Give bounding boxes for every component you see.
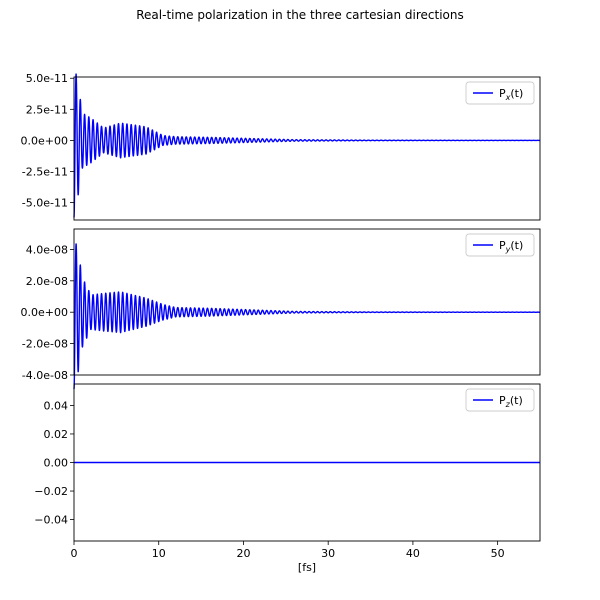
y-tick-label: -2.5e-11 xyxy=(22,166,68,179)
series-line-Px(t) xyxy=(73,73,541,218)
y-tick-label: 0.02 xyxy=(44,428,69,441)
legend-label: Py(t) xyxy=(499,239,523,254)
x-tick-label: 30 xyxy=(321,547,335,560)
y-tick-label: 2.5e-11 xyxy=(26,103,68,116)
legend-label: Px(t) xyxy=(499,87,523,102)
axes-frame xyxy=(73,76,541,221)
y-tick-label: −0.02 xyxy=(34,485,68,498)
y-tick-label: 4.0e-08 xyxy=(26,243,68,256)
y-tick-label: -4.0e-08 xyxy=(22,369,68,382)
y-tick-label: -5.0e-11 xyxy=(22,197,68,210)
x-tick-label: 10 xyxy=(152,547,166,560)
x-tick-label: 50 xyxy=(491,547,505,560)
chart-title: Real-time polarization in the three cart… xyxy=(136,8,464,22)
y-tick-label: 2.0e-08 xyxy=(26,275,68,288)
y-tick-label: 5.0e-11 xyxy=(26,72,68,85)
legend-label: Pz(t) xyxy=(499,394,523,409)
series-line-Py(t) xyxy=(73,243,541,390)
shared-x-axis: 0 10 20 30 40 50 [fs] xyxy=(71,541,505,574)
y-tick-label: −0.04 xyxy=(34,514,68,527)
x-tick-label: 0 xyxy=(71,547,78,560)
legend-box xyxy=(465,233,535,257)
panel-3: 0.04 0.02 0.00 −0.02 −0.04 Pz(t) xyxy=(34,383,541,542)
panel-1: 5.0e-11 2.5e-11 0.0e+00 -2.5e-11 -5.0e-11 Px(… xyxy=(21,72,541,221)
y-tick-label: 0.0e+00 xyxy=(21,306,68,319)
y-tick-label: 0.00 xyxy=(44,457,69,470)
x-tick-label: 20 xyxy=(236,547,250,560)
y-tick-label: 0.0e+00 xyxy=(21,134,68,147)
y-tick-label: 0.04 xyxy=(44,399,69,412)
y-tick-label: -2.0e-08 xyxy=(22,338,68,351)
legend-box xyxy=(465,81,535,105)
panels-group: 5.0e-11 2.5e-11 0.0e+00 -2.5e-11 -5.0e-11 Px(… xyxy=(21,72,541,542)
x-axis-label: [fs] xyxy=(298,561,316,574)
panel-2: 4.0e-08 2.0e-08 0.0e+00 -2.0e-08 -4.0e-08 Py(… xyxy=(21,228,541,390)
legend-box xyxy=(465,388,535,412)
axes-frame xyxy=(73,228,541,376)
x-tick-label: 40 xyxy=(406,547,420,560)
